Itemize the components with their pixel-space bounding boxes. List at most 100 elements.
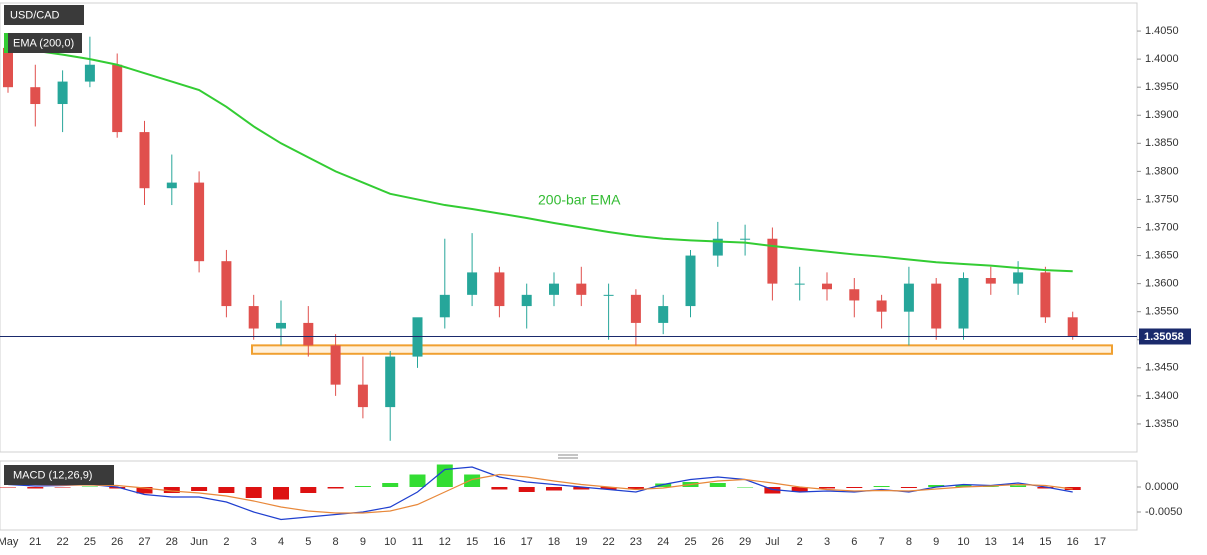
candle-body xyxy=(603,294,614,296)
candle-body xyxy=(3,47,13,88)
x-tick-label: 3 xyxy=(824,536,830,548)
histogram-bar xyxy=(327,487,344,489)
x-tick-label: 12 xyxy=(439,536,451,548)
macd-label: MACD (12,26,9) xyxy=(13,469,92,481)
histogram-bar xyxy=(163,487,180,493)
candle-body xyxy=(30,87,41,105)
y-tick-label: 0.0000 xyxy=(1145,481,1179,493)
x-tick-label: 23 xyxy=(630,536,642,548)
candle-body xyxy=(931,283,942,329)
y-tick-label: -0.0050 xyxy=(1145,506,1182,518)
x-tick-label: 22 xyxy=(602,536,614,548)
marks xyxy=(0,36,1137,521)
y-tick-label: 1.4050 xyxy=(1145,25,1179,37)
histogram-bar xyxy=(518,487,535,492)
x-tick-label: 16 xyxy=(1067,536,1079,548)
x-tick-label: 25 xyxy=(684,536,696,548)
histogram-bar xyxy=(191,487,208,491)
x-tick-label: 5 xyxy=(305,536,311,548)
macd-panel xyxy=(0,460,1138,531)
symbol-box xyxy=(4,5,84,25)
symbol-label: USD/CAD xyxy=(10,9,60,21)
x-tick-label: 17 xyxy=(1094,536,1106,548)
histogram-bar xyxy=(27,487,44,489)
histogram-bar xyxy=(737,487,754,488)
histogram-bar xyxy=(846,487,863,488)
x-tick-label: 8 xyxy=(906,536,912,548)
x-tick-label: 24 xyxy=(657,536,669,548)
y-tick-label: 1.3850 xyxy=(1145,137,1179,149)
candle-body xyxy=(958,278,969,329)
x-tick-label: 10 xyxy=(957,536,969,548)
histogram-bar xyxy=(655,483,672,487)
ema-box xyxy=(4,33,82,53)
histogram-bar xyxy=(0,487,16,488)
histogram-bar xyxy=(245,487,262,498)
candle-body xyxy=(467,272,478,295)
x-tick-label: 4 xyxy=(278,536,284,548)
histogram-bar xyxy=(982,486,999,487)
ema-swatch xyxy=(4,33,8,53)
x-tick-label: 3 xyxy=(251,536,257,548)
candle-body xyxy=(1013,272,1024,284)
candle-body xyxy=(521,294,532,307)
histogram-bar xyxy=(409,474,426,487)
x-tick-label: 27 xyxy=(138,536,150,548)
histogram-bar xyxy=(1010,485,1027,487)
histogram-bar xyxy=(709,483,726,487)
y-tick-label: 1.3950 xyxy=(1145,81,1179,93)
histogram-bar xyxy=(300,487,317,493)
x-tick-label: 25 xyxy=(84,536,96,548)
candle-body xyxy=(849,289,860,301)
candle-body xyxy=(248,306,259,329)
x-tick-label: 15 xyxy=(466,536,478,548)
histogram-bar xyxy=(436,464,453,487)
y-tick-label: 1.3450 xyxy=(1145,362,1179,374)
macd-box xyxy=(4,465,114,485)
histogram-bar xyxy=(464,474,481,487)
histogram-bar xyxy=(81,486,98,487)
x-tick-label: 9 xyxy=(933,536,939,548)
candle-body xyxy=(794,283,805,285)
histogram-bar xyxy=(819,487,835,489)
histogram-bar xyxy=(1037,487,1054,489)
candle-body xyxy=(57,81,68,105)
histogram-bar xyxy=(627,487,644,490)
x-tick-label: 6 xyxy=(851,536,857,548)
candle-body xyxy=(685,255,696,307)
y-tick-label: 1.3650 xyxy=(1145,249,1179,261)
candle-body xyxy=(1067,317,1078,337)
last-price-label: 1.35058 xyxy=(1144,331,1184,343)
candle-body xyxy=(276,322,286,329)
last-price-box xyxy=(1139,328,1191,345)
y-tick-label: 1.3800 xyxy=(1145,165,1179,177)
y-tick-label: 1.3550 xyxy=(1145,306,1179,318)
x-tick-label: 17 xyxy=(521,536,533,548)
histogram-bar xyxy=(764,487,781,494)
x-tick-label: 2 xyxy=(223,536,229,548)
signal-line xyxy=(7,473,1073,514)
candle-body xyxy=(221,261,232,307)
ema-annotation: 200-bar EMA xyxy=(538,192,621,208)
ema-label: EMA (200,0) xyxy=(13,37,74,49)
x-tick-label: 2 xyxy=(797,536,803,548)
candle-body xyxy=(139,132,150,189)
x-tick-label: 26 xyxy=(712,536,724,548)
x-tick-label: 11 xyxy=(412,536,423,548)
x-tick-label: Jun xyxy=(190,536,208,548)
candle-body xyxy=(112,64,123,133)
candle-body xyxy=(84,64,95,82)
y-tick-label: 1.3700 xyxy=(1145,221,1179,233)
histogram-bar xyxy=(573,487,590,490)
y-tick-label: 1.3750 xyxy=(1145,193,1179,205)
candle-body xyxy=(767,238,778,284)
x-tick-label: 16 xyxy=(493,536,505,548)
candle-body xyxy=(630,294,641,323)
histogram-bar xyxy=(109,487,126,489)
x-tick-label: 14 xyxy=(1012,536,1024,548)
x-tick-label: 7 xyxy=(879,536,885,548)
candle-body xyxy=(576,283,587,295)
y-tick-label: 1.3900 xyxy=(1145,109,1179,121)
x-tick-label: 9 xyxy=(360,536,366,548)
histogram-bar xyxy=(546,487,562,491)
